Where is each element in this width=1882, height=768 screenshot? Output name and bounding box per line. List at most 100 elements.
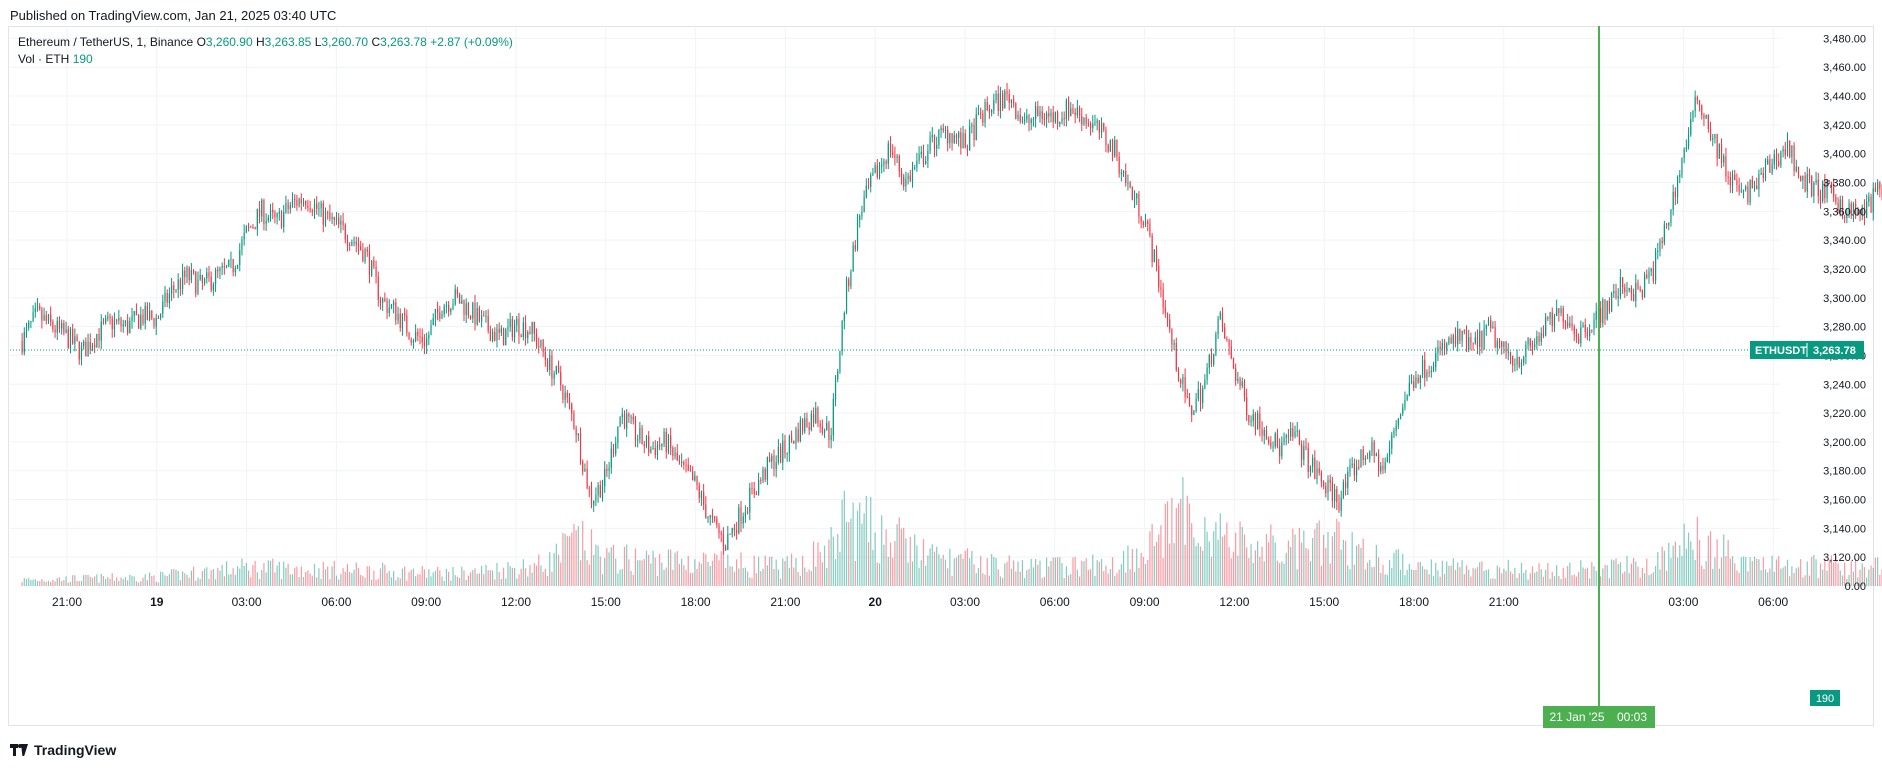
volume-bar: [795, 558, 797, 586]
candle-body: [1494, 326, 1496, 348]
volume-bar: [753, 555, 755, 586]
x-tick-label: 21:00: [52, 595, 82, 609]
candle-body: [1239, 378, 1241, 386]
candle-body: [1707, 114, 1709, 130]
candle-body: [799, 420, 801, 442]
volume-bar: [1837, 563, 1839, 586]
volume-bar: [1305, 548, 1307, 586]
candle-body: [566, 392, 568, 398]
candle-body: [340, 220, 342, 225]
candle-body: [1723, 156, 1725, 163]
volume-bar: [434, 570, 437, 586]
cursor-time: 00:03: [1617, 710, 1647, 724]
volume-bar: [757, 556, 760, 586]
candle-body: [1323, 481, 1325, 486]
candle-body: [252, 227, 254, 229]
volume-bar: [100, 573, 102, 586]
candle-body: [311, 210, 313, 213]
candle-body: [276, 213, 278, 218]
volume-bar: [962, 558, 964, 586]
volume-bar: [927, 555, 929, 586]
candle-body: [388, 307, 390, 313]
candle-body: [83, 341, 85, 347]
candle-body: [1490, 319, 1492, 329]
volume-bar: [133, 576, 135, 586]
candle-body: [1630, 288, 1632, 294]
candle-body: [72, 328, 74, 344]
candle-body: [1377, 453, 1380, 472]
candle-body: [1448, 337, 1450, 344]
volume-bar: [1151, 524, 1153, 586]
volume-bar: [1366, 562, 1369, 586]
candle-body: [151, 310, 153, 319]
volume-bar: [1355, 545, 1358, 586]
volume-bar: [1098, 561, 1100, 586]
volume-bar: [1435, 562, 1437, 586]
volume-bar: [1186, 495, 1188, 586]
candle-body: [434, 308, 437, 319]
volume-bar: [1641, 567, 1643, 586]
candle-body: [1054, 112, 1056, 122]
volume-bar: [1208, 541, 1210, 586]
candle-body: [707, 517, 709, 519]
candle-body: [287, 202, 289, 210]
candle-body: [1516, 356, 1518, 365]
candle-body: [1114, 140, 1116, 157]
candle-body: [401, 313, 404, 328]
volume-bar: [711, 560, 714, 586]
volume-bar: [892, 557, 894, 586]
chart-frame[interactable]: [8, 26, 1874, 726]
published-note: Published on TradingView.com, Jan 21, 20…: [10, 8, 337, 23]
candle-body: [524, 322, 527, 339]
volume-bar: [766, 565, 768, 586]
volume-bar: [1602, 568, 1604, 586]
candle-body: [579, 433, 582, 462]
candle-body: [1833, 186, 1835, 197]
candle-body: [819, 423, 821, 427]
volume-bar: [1729, 558, 1731, 586]
candle-body: [377, 276, 379, 301]
volume-bar: [1523, 572, 1525, 586]
y-tick-label: 3,120.00: [1823, 552, 1866, 564]
candle-body: [120, 318, 122, 327]
candle-body: [518, 318, 520, 336]
volume-bar: [1808, 575, 1811, 586]
candle-body: [1045, 113, 1048, 120]
volume-bar: [593, 554, 595, 586]
candle-body: [786, 453, 788, 455]
candle-body: [551, 355, 553, 379]
candle-body: [823, 430, 826, 433]
volume-bar: [1312, 537, 1314, 586]
candle-body: [1125, 171, 1127, 183]
volume-bar: [368, 566, 371, 586]
candle-body: [355, 241, 357, 245]
volume-bar: [571, 532, 573, 586]
candle-body: [41, 309, 43, 321]
volume-bar: [1745, 556, 1747, 586]
legend-symbol[interactable]: Ethereum / TetherUS, 1, Binance: [18, 35, 194, 49]
volume-bar: [1131, 549, 1133, 586]
volume-bar: [1353, 564, 1355, 586]
candle-body: [1496, 340, 1498, 348]
volume-bar: [1191, 523, 1193, 586]
volume-bar: [1314, 529, 1316, 586]
volume-bar: [1529, 573, 1531, 586]
candle-body: [285, 202, 287, 213]
candle-body: [1441, 342, 1443, 349]
volume-bar: [1525, 569, 1527, 586]
candle-body: [1863, 207, 1866, 218]
volume-bar: [1065, 566, 1067, 586]
candle-body: [859, 215, 861, 220]
volume-bar: [1459, 567, 1461, 586]
legend-volume-label[interactable]: Vol · ETH: [18, 52, 70, 66]
y-tick-label: 3,440.00: [1823, 91, 1866, 103]
volume-bar: [329, 579, 331, 586]
volume-bar: [1136, 548, 1138, 586]
volume-bar: [848, 522, 850, 586]
volume-bar: [214, 579, 217, 586]
footer-brand[interactable]: TradingView: [10, 742, 116, 758]
volume-bar: [951, 576, 953, 586]
volume-bar: [942, 554, 944, 586]
candle-body: [931, 134, 933, 138]
